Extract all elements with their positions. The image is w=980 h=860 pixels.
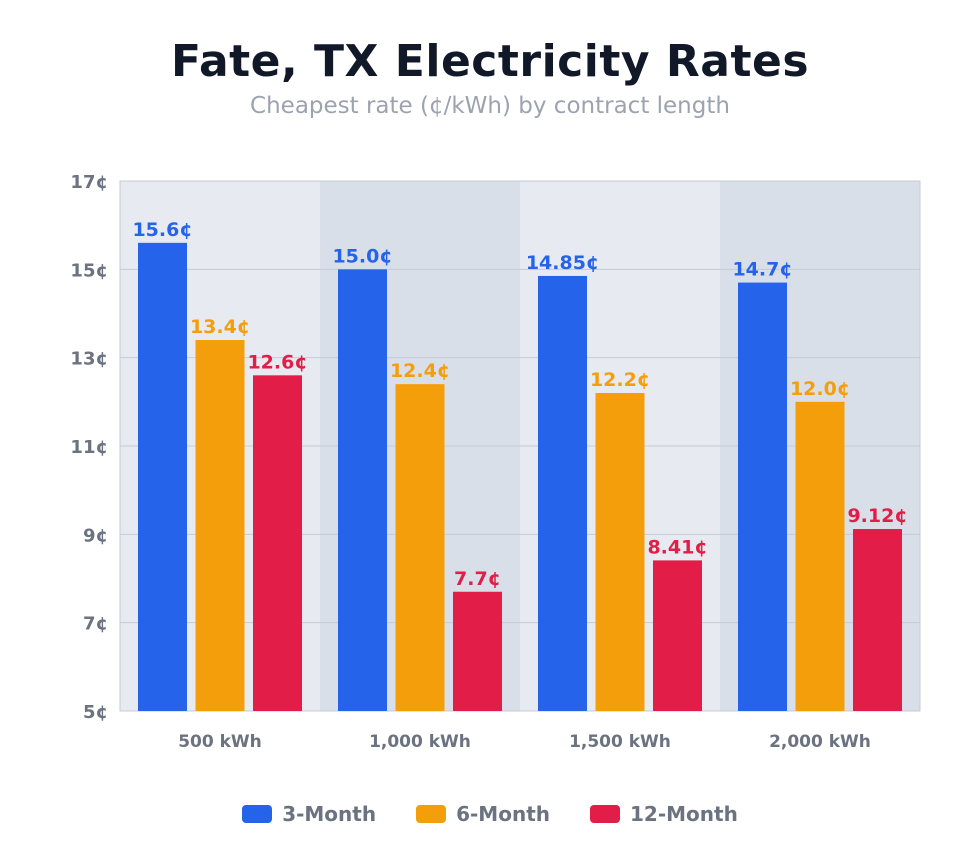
- legend-item: 3-Month: [242, 802, 376, 826]
- y-tick-label: 15¢: [70, 260, 108, 281]
- bar: [138, 242, 187, 712]
- chart-subtitle: Cheapest rate (¢/kWh) by contract length: [250, 93, 730, 119]
- plot-border: [119, 180, 921, 712]
- legend-label: 12-Month: [630, 802, 738, 826]
- bar: [253, 375, 302, 711]
- data-label: 12.0¢: [790, 378, 850, 400]
- legend-swatch: [416, 805, 447, 823]
- data-label: 15.0¢: [332, 245, 392, 267]
- legend-label: 6-Month: [456, 802, 550, 826]
- data-label: 12.4¢: [390, 360, 450, 382]
- data-label: 12.2¢: [590, 369, 650, 391]
- y-tick-label: 17¢: [70, 172, 108, 193]
- bar: [853, 529, 902, 711]
- x-tick-label: 2,000 kWh: [769, 732, 871, 752]
- data-label: 14.85¢: [526, 252, 599, 274]
- data-label: 7.7¢: [454, 568, 501, 590]
- bar: [538, 275, 587, 711]
- bar: [453, 591, 502, 711]
- bar: [595, 393, 645, 711]
- bar: [795, 401, 845, 711]
- bar: [338, 269, 387, 711]
- data-label: 15.6¢: [132, 219, 192, 241]
- bar: [195, 340, 245, 711]
- bar: [653, 560, 702, 711]
- chart-title: Fate, TX Electricity Rates: [170, 36, 810, 87]
- bar: [738, 282, 787, 711]
- data-label: 14.7¢: [732, 259, 792, 281]
- y-tick-label: 9¢: [83, 525, 108, 546]
- y-tick-label: 11¢: [70, 437, 108, 458]
- legend-swatch: [242, 805, 273, 823]
- legend-label: 3-Month: [282, 802, 377, 826]
- y-tick-label: 7¢: [83, 614, 108, 635]
- x-tick-label: 1,000 kWh: [369, 732, 471, 752]
- y-tick-label: 13¢: [70, 349, 108, 370]
- data-label: 13.4¢: [190, 316, 250, 338]
- x-tick-label: 1,500 kWh: [569, 732, 671, 752]
- data-label: 9.12¢: [847, 505, 907, 527]
- y-tick-label: 5¢: [83, 702, 108, 723]
- x-tick-label: 500 kWh: [178, 732, 262, 752]
- legend-item: 6-Month: [416, 802, 550, 826]
- legend: 3-Month 6-Month 12-Month: [0, 802, 980, 826]
- data-label: 8.41¢: [647, 536, 707, 558]
- bar: [395, 384, 445, 711]
- data-label: 12.6¢: [247, 351, 307, 373]
- legend-item: 12-Month: [590, 802, 738, 826]
- legend-swatch: [590, 805, 620, 823]
